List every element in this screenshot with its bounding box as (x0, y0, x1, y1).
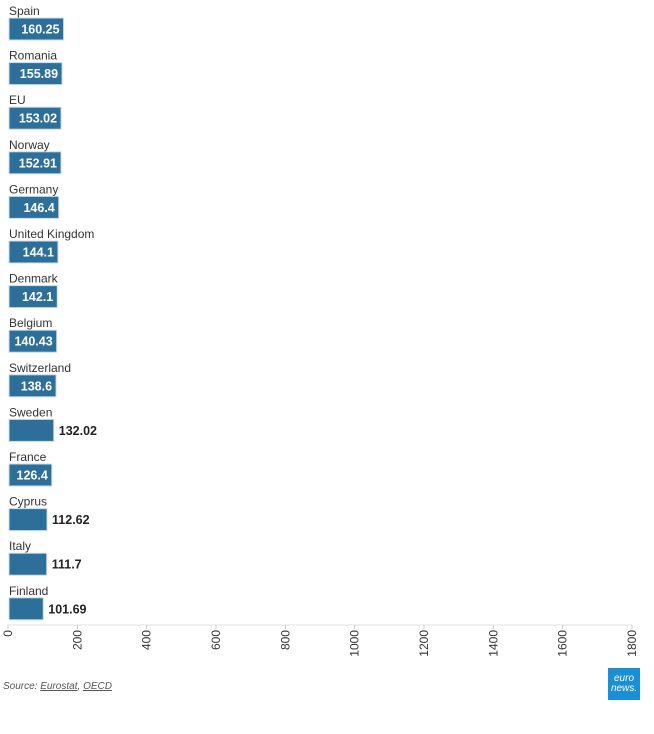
bar (8, 418, 55, 442)
category-label: Germany (9, 182, 58, 196)
bar (8, 374, 57, 398)
category-label: Belgium (9, 316, 52, 330)
bar (8, 463, 53, 487)
category-label: Sweden (9, 405, 52, 419)
category-label: Denmark (9, 272, 59, 286)
category-label: Italy (9, 539, 31, 553)
bar (8, 151, 62, 175)
x-tick-label: 600 (209, 630, 223, 650)
value-label: 152.91 (19, 156, 57, 170)
source-note: Source: Eurostat, OECD (3, 681, 112, 692)
value-label: 144.1 (23, 246, 54, 260)
value-label: 132.02 (59, 424, 97, 438)
euronews-logo: euro news. (608, 668, 640, 700)
bar (8, 329, 58, 353)
source-separator: , (77, 681, 84, 692)
bar (8, 240, 59, 264)
category-label: Spain (9, 4, 40, 18)
source-link-eurostat[interactable]: Eurostat (40, 681, 78, 692)
source-prefix: Source: (3, 681, 41, 692)
category-label: Switzerland (9, 361, 71, 375)
value-label: 126.4 (17, 469, 48, 483)
x-tick-label: 1000 (348, 630, 362, 657)
value-label: 111.7 (52, 558, 82, 572)
bar (8, 62, 63, 86)
value-label: 101.69 (48, 602, 86, 616)
category-label: United Kingdom (9, 227, 94, 241)
x-tick-label: 800 (278, 630, 292, 650)
value-label: 112.62 (52, 513, 90, 527)
x-tick-label: 1800 (625, 630, 639, 657)
bar-chart: Spain 160.25 Romania 155.89 EU 153.02 Norway 15… (1, 4, 639, 657)
logo-line-2: news. (610, 683, 638, 694)
source-link-oecd[interactable]: OECD (83, 681, 112, 692)
value-label: 153.02 (19, 112, 57, 126)
category-label: France (9, 450, 47, 464)
x-tick-label: 1600 (556, 630, 570, 657)
x-tick-label: 0 (1, 630, 15, 637)
bar (8, 597, 44, 621)
x-tick-label: 1400 (486, 630, 500, 657)
category-label: Norway (9, 138, 50, 152)
category-label: EU (9, 93, 26, 107)
value-label: 140.43 (14, 335, 52, 349)
value-label: 142.1 (22, 290, 53, 304)
bar (8, 285, 58, 309)
value-label: 160.25 (21, 23, 59, 37)
value-label: 146.4 (23, 201, 54, 215)
value-label: 138.6 (21, 379, 52, 393)
category-label: Romania (9, 49, 57, 63)
bar (8, 552, 48, 576)
logo-line-1: euro (613, 673, 634, 684)
category-label: Finland (9, 584, 48, 598)
bar (8, 106, 62, 130)
x-tick-label: 200 (70, 630, 84, 650)
category-label: Cyprus (9, 495, 47, 509)
x-tick-label: 400 (140, 630, 154, 650)
bar (8, 17, 65, 41)
bar (8, 195, 60, 219)
x-tick-label: 1200 (417, 630, 431, 657)
value-label: 155.89 (20, 67, 58, 81)
bar (8, 508, 48, 532)
